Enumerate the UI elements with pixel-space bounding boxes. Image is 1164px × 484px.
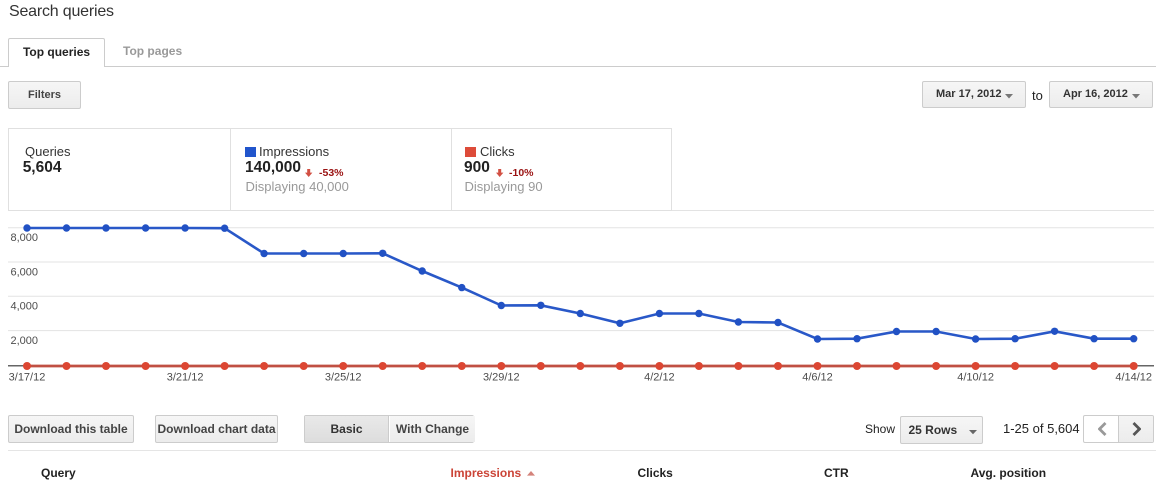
svg-text:4/10/12: 4/10/12 [957, 372, 994, 384]
svg-text:3/25/12: 3/25/12 [325, 372, 362, 384]
svg-text:8,000: 8,000 [11, 232, 39, 244]
svg-text:6,000: 6,000 [11, 266, 39, 278]
svg-text:3/17/12: 3/17/12 [9, 372, 46, 384]
svg-text:4/6/12: 4/6/12 [802, 372, 833, 384]
svg-text:4/14/12: 4/14/12 [1115, 372, 1152, 384]
svg-text:3/29/12: 3/29/12 [483, 372, 520, 384]
svg-text:3/21/12: 3/21/12 [167, 372, 204, 384]
svg-text:4/2/12: 4/2/12 [644, 372, 675, 384]
svg-text:4,000: 4,000 [11, 301, 39, 313]
svg-text:2,000: 2,000 [11, 335, 39, 347]
